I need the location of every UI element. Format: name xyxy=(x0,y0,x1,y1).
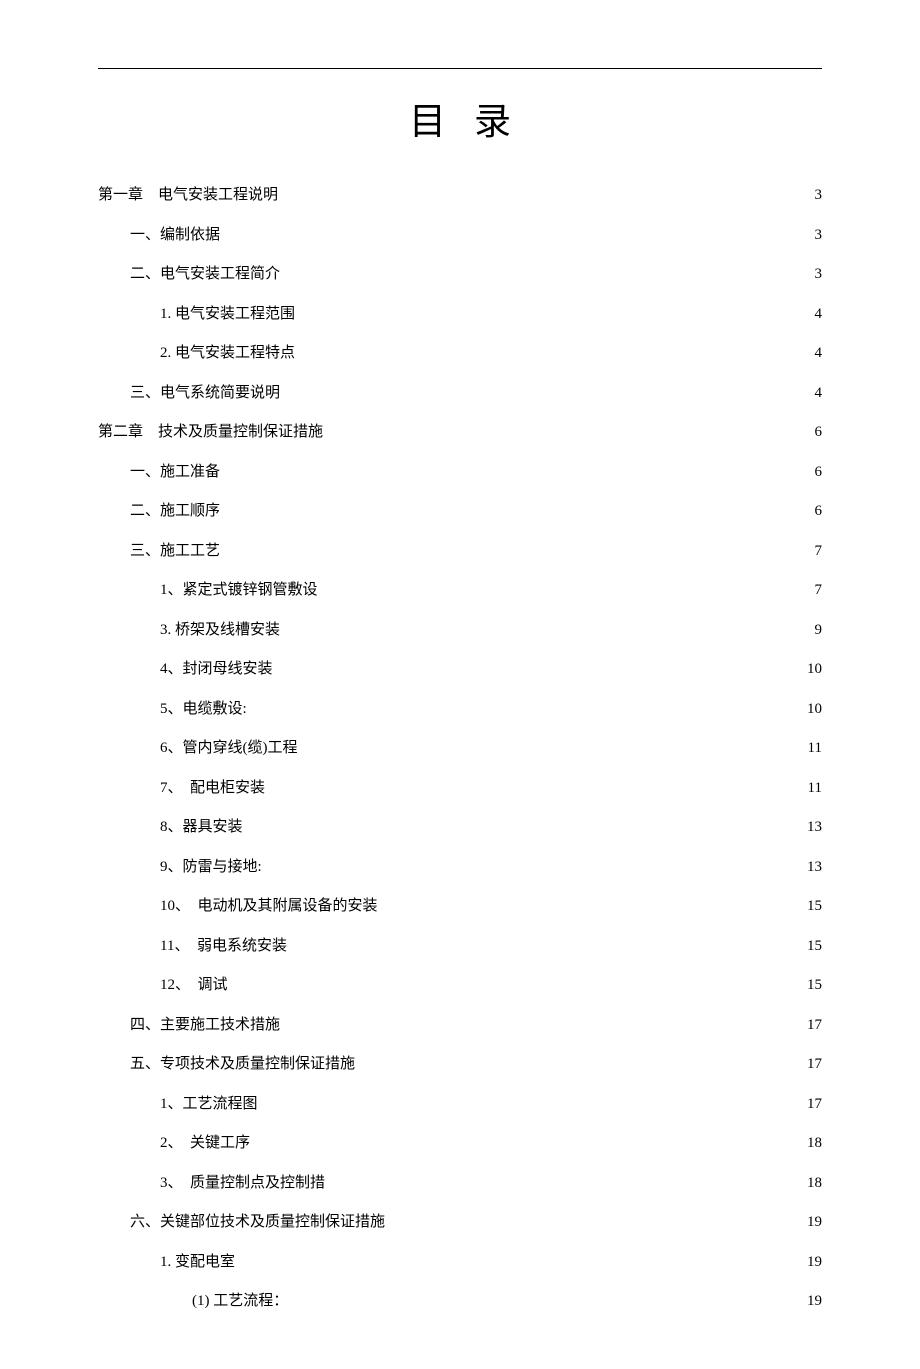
toc-entry: 1、工艺流程图 17 xyxy=(98,1092,822,1113)
toc-entry-page: 15 xyxy=(807,977,822,994)
toc-entry-page: 3 xyxy=(815,227,823,244)
toc-entry-label: 六、关键部位技术及质量控制保证措施 xyxy=(130,1210,385,1231)
toc-entry: 三、施工工艺 7 xyxy=(98,539,822,560)
toc-entry-label: 1、紧定式镀锌钢管敷设 xyxy=(160,578,318,599)
toc-entry-page: 18 xyxy=(807,1175,822,1192)
top-rule xyxy=(98,68,822,69)
toc-entry-page: 7 xyxy=(815,543,823,560)
toc-entry-page: 19 xyxy=(807,1254,822,1271)
toc-entry: 6、管内穿线(缆)工程 11 xyxy=(98,736,822,757)
toc-entry-page: 17 xyxy=(807,1096,822,1113)
toc-entry-label: 10、 电动机及其附属设备的安装 xyxy=(160,894,378,915)
toc-entry-label: 三、施工工艺 xyxy=(130,539,220,560)
toc-entry-page: 6 xyxy=(815,424,823,441)
toc-entry: 10、 电动机及其附属设备的安装 15 xyxy=(98,894,822,915)
toc-entry: (1) 工艺流程：19 xyxy=(98,1289,822,1310)
toc-entry-page: 13 xyxy=(807,859,822,876)
table-of-contents: 第一章 电气安装工程说明 3 一、编制依据 3 二、电气安装工程简介 3 1. 电气安装工程… xyxy=(98,183,822,1310)
toc-entry-label: 3、 质量控制点及控制措 xyxy=(160,1171,325,1192)
toc-entry-label: 4、封闭母线安装 xyxy=(160,657,273,678)
toc-entry-page: 6 xyxy=(815,464,823,481)
toc-entry-label: 6、管内穿线(缆)工程 xyxy=(160,736,298,757)
toc-entry: 一、施工准备 6 xyxy=(98,460,822,481)
toc-entry: 3、 质量控制点及控制措 18 xyxy=(98,1171,822,1192)
toc-entry-label: 1. 变配电室 xyxy=(160,1250,235,1271)
toc-entry: 9、防雷与接地: 13 xyxy=(98,855,822,876)
toc-entry-label: 第二章 技术及质量控制保证措施 xyxy=(98,420,323,441)
toc-entry: 六、关键部位技术及质量控制保证措施 19 xyxy=(98,1210,822,1231)
toc-entry-label: 9、防雷与接地: xyxy=(160,855,262,876)
toc-entry-page: 4 xyxy=(815,306,823,323)
toc-entry-label: 7、 配电柜安装 xyxy=(160,776,265,797)
toc-entry: 2. 电气安装工程特点 4 xyxy=(98,341,822,362)
toc-entry-page: 11 xyxy=(808,780,822,797)
toc-entry: 12、 调试 15 xyxy=(98,973,822,994)
toc-entry-page: 4 xyxy=(815,385,823,402)
toc-entry-label: 三、电气系统简要说明 xyxy=(130,381,280,402)
toc-entry: 7、 配电柜安装 11 xyxy=(98,776,822,797)
page-title: 目录 xyxy=(98,91,822,145)
toc-entry-label: 二、电气安装工程简介 xyxy=(130,262,280,283)
toc-entry-page: 11 xyxy=(808,740,822,757)
toc-entry-label: 2. 电气安装工程特点 xyxy=(160,341,295,362)
toc-entry-page: 4 xyxy=(815,345,823,362)
toc-entry-page: 18 xyxy=(807,1135,822,1152)
toc-entry-label: 一、施工准备 xyxy=(130,460,220,481)
toc-entry-label: 1. 电气安装工程范围 xyxy=(160,302,295,323)
toc-entry-page: 6 xyxy=(815,503,823,520)
toc-entry-page: 17 xyxy=(807,1056,822,1073)
toc-entry-page: 19 xyxy=(807,1214,822,1231)
toc-entry: 第二章 技术及质量控制保证措施 6 xyxy=(98,420,822,441)
toc-entry: 8、器具安装 13 xyxy=(98,815,822,836)
toc-entry-label: 二、施工顺序 xyxy=(130,499,220,520)
toc-entry-label: 8、器具安装 xyxy=(160,815,243,836)
toc-entry-label: 11、 弱电系统安装 xyxy=(160,934,287,955)
toc-entry-page: 17 xyxy=(807,1017,822,1034)
toc-entry-page: 7 xyxy=(815,582,823,599)
toc-entry-label: 2、 关键工序 xyxy=(160,1131,250,1152)
toc-entry: 1. 变配电室 19 xyxy=(98,1250,822,1271)
toc-entry-label: 四、主要施工技术措施 xyxy=(130,1013,280,1034)
toc-entry-page: 3 xyxy=(815,266,823,283)
toc-entry-label: 1、工艺流程图 xyxy=(160,1092,258,1113)
toc-entry-page: 10 xyxy=(807,661,822,678)
toc-entry: 二、电气安装工程简介 3 xyxy=(98,262,822,283)
toc-entry: 第一章 电气安装工程说明 3 xyxy=(98,183,822,204)
toc-entry-label: 第一章 电气安装工程说明 xyxy=(98,183,278,204)
toc-entry: 四、主要施工技术措施 17 xyxy=(98,1013,822,1034)
toc-entry-label: 一、编制依据 xyxy=(130,223,220,244)
toc-entry-label: (1) 工艺流程： xyxy=(192,1289,288,1310)
toc-entry: 1. 电气安装工程范围 4 xyxy=(98,302,822,323)
toc-entry-page: 15 xyxy=(807,898,822,915)
toc-entry-label: 5、电缆敷设: xyxy=(160,697,247,718)
toc-entry: 1、紧定式镀锌钢管敷设 7 xyxy=(98,578,822,599)
toc-entry-page: 9 xyxy=(815,622,823,639)
toc-entry: 二、施工顺序 6 xyxy=(98,499,822,520)
toc-entry-label: 12、 调试 xyxy=(160,973,228,994)
toc-entry: 5、电缆敷设: 10 xyxy=(98,697,822,718)
toc-entry: 3. 桥架及线槽安装 9 xyxy=(98,618,822,639)
document-page: 目录 第一章 电气安装工程说明 3 一、编制依据 3 二、电气安装工程简介 3 1. 电气安… xyxy=(0,0,920,1369)
toc-entry: 一、编制依据 3 xyxy=(98,223,822,244)
toc-entry-page: 15 xyxy=(807,938,822,955)
toc-entry-label: 五、专项技术及质量控制保证措施 xyxy=(130,1052,355,1073)
toc-entry-page: 10 xyxy=(807,701,822,718)
toc-entry-page: 3 xyxy=(815,187,823,204)
toc-entry: 4、封闭母线安装 10 xyxy=(98,657,822,678)
toc-entry: 五、专项技术及质量控制保证措施 17 xyxy=(98,1052,822,1073)
toc-entry: 2、 关键工序 18 xyxy=(98,1131,822,1152)
toc-entry: 11、 弱电系统安装 15 xyxy=(98,934,822,955)
toc-entry-page: 13 xyxy=(807,819,822,836)
toc-entry-label: 3. 桥架及线槽安装 xyxy=(160,618,280,639)
toc-entry: 三、电气系统简要说明 4 xyxy=(98,381,822,402)
